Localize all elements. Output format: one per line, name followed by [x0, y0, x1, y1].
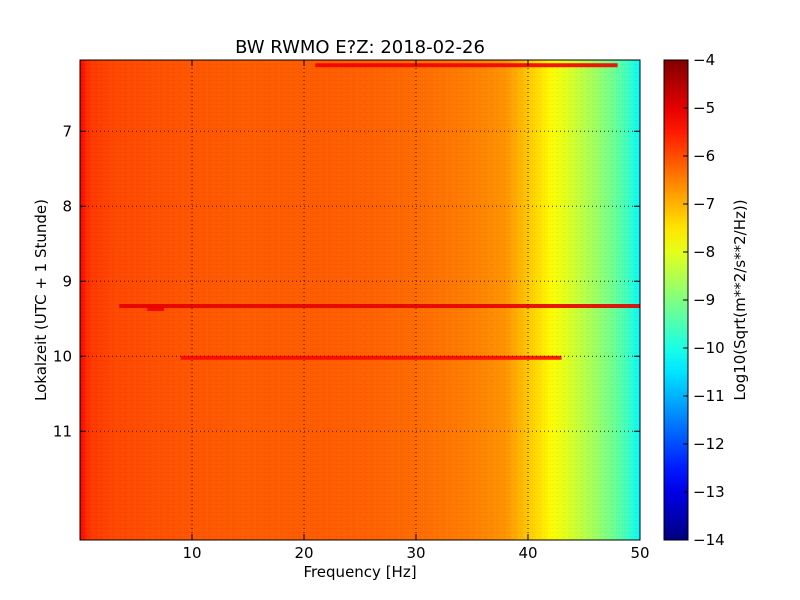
spectral-bands: [119, 63, 640, 360]
spectral-band: [119, 304, 640, 308]
y-axis-ticks: 7 8 9 10 11: [53, 122, 640, 440]
grid-lines: [80, 60, 640, 540]
x-tick-label: 40: [518, 544, 537, 562]
x-tick-label: 50: [630, 544, 649, 562]
y-axis-label: Lokalzeit (UTC + 1 Stunde): [32, 199, 50, 401]
y-tick-label: 7: [62, 122, 72, 140]
plot-frame: [79, 59, 641, 541]
colorbar-tick-label: −7: [693, 195, 715, 213]
spectral-band: [180, 355, 562, 360]
spectral-band: [315, 63, 618, 68]
colorbar: −4 −5 −6 −7 −8 −9 −10 −11 −12 −13 −14 Log10(Sqrt(m…: [663, 51, 749, 549]
colorbar-tick-label: −9: [693, 291, 715, 309]
y-tick-label: 10: [53, 347, 72, 365]
colorbar-tick-label: −11: [693, 387, 725, 405]
y-tick-label: 8: [62, 197, 72, 215]
x-tick-label: 30: [406, 544, 425, 562]
colorbar-label: Log10(Sqrt(m**2/s**2/Hz)): [731, 199, 749, 400]
y-tick-label: 9: [62, 272, 72, 290]
x-axis-ticks: 10 20 30 40 50: [182, 60, 650, 562]
colorbar-tick-label: −10: [693, 339, 725, 357]
colorbar-tick-label: −14: [693, 531, 725, 549]
chart-title: BW RWMO E?Z: 2018-02-26: [235, 37, 485, 58]
colorbar-tick-label: −8: [693, 243, 715, 261]
colorbar-tick-label: −12: [693, 435, 725, 453]
x-tick-label: 20: [294, 544, 313, 562]
colorbar-ticks: −4 −5 −6 −7 −8 −9 −10 −11 −12 −13 −14: [683, 51, 725, 549]
colorbar-tick-label: −4: [693, 51, 715, 69]
spectral-band: [147, 307, 164, 311]
colorbar-tick-label: −5: [693, 99, 715, 117]
plot-area: [80, 60, 640, 540]
spectrogram-texture: [80, 60, 640, 540]
x-axis-label: Frequency [Hz]: [303, 563, 416, 581]
x-tick-label: 10: [182, 544, 201, 562]
y-tick-label: 11: [53, 422, 72, 440]
colorbar-tick-label: −13: [693, 483, 725, 501]
colorbar-tick-label: −6: [693, 147, 715, 165]
